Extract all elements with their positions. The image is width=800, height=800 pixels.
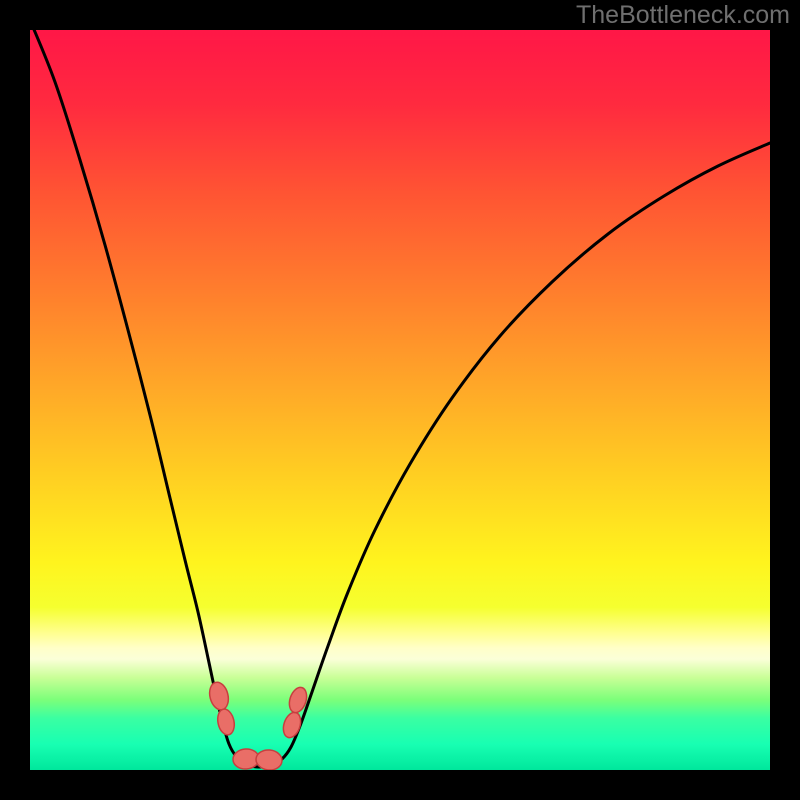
watermark-text: TheBottleneck.com [576,1,790,30]
bottleneck-chart-svg [0,0,800,800]
chart-frame: TheBottleneck.com [0,0,800,800]
gradient-background [30,30,770,770]
